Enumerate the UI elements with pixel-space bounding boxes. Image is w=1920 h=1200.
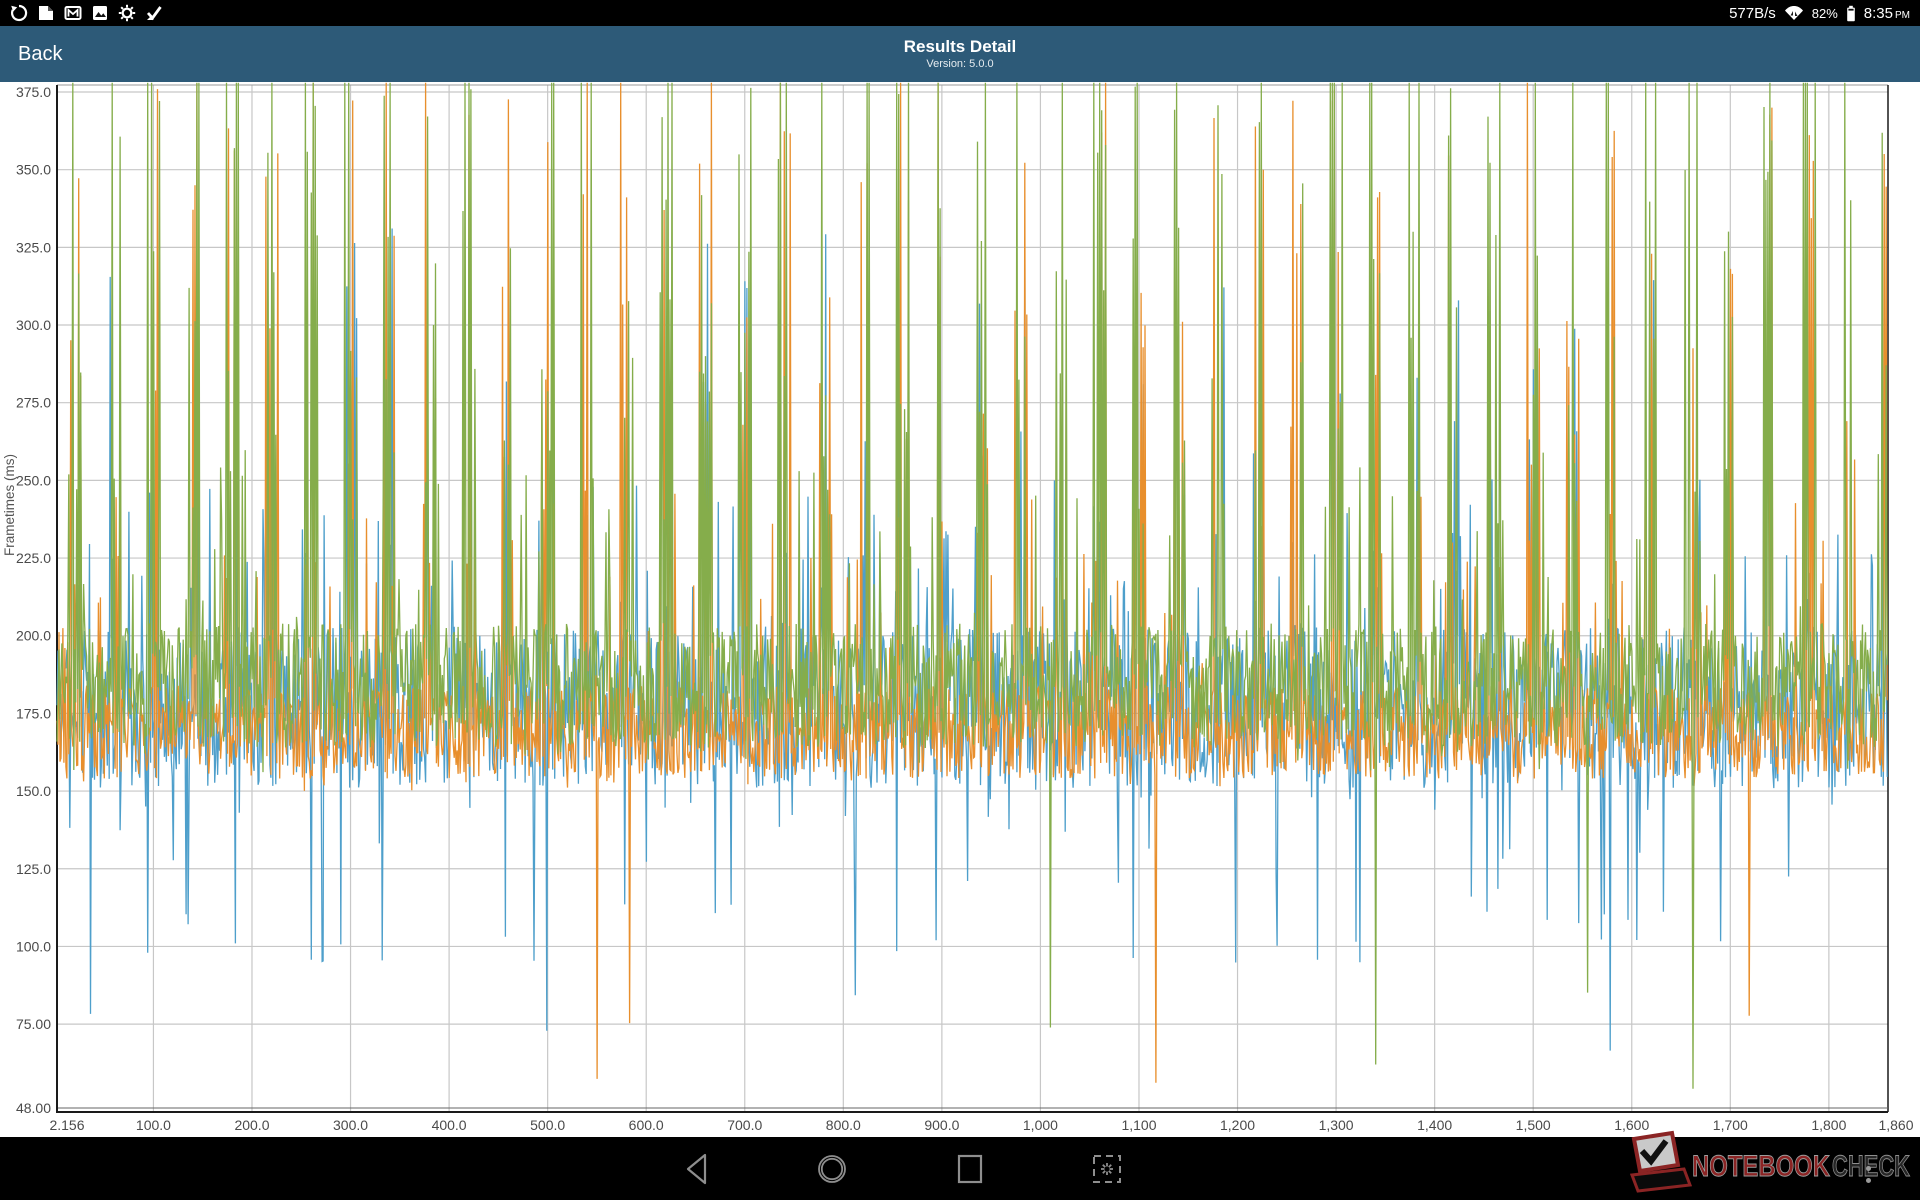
photo-icon [39, 6, 53, 20]
screenshot-nav-icon [1093, 1154, 1121, 1183]
notebookcheck-watermark: NOTEBOOK CHECK [1626, 1129, 1918, 1200]
svg-text:225.0: 225.0 [16, 550, 51, 566]
battery-percent: 82% [1811, 5, 1838, 21]
svg-text:1,800: 1,800 [1811, 1117, 1846, 1133]
sync-icon [11, 4, 28, 22]
svg-text:75.00: 75.00 [16, 1016, 51, 1032]
gear-icon [118, 4, 136, 22]
svg-text:1,300: 1,300 [1319, 1117, 1354, 1133]
svg-text:Frametimes (ms): Frametimes (ms) [2, 454, 17, 556]
status-bar: 577B/s 82% 8:35 PM [0, 0, 1920, 26]
svg-text:200.0: 200.0 [234, 1117, 269, 1133]
svg-text:1,400: 1,400 [1417, 1117, 1452, 1133]
svg-text:1,100: 1,100 [1121, 1117, 1156, 1133]
nav-bar [0, 1137, 1920, 1200]
back-nav-icon [686, 1153, 706, 1184]
page-title: Results Detail [903, 37, 1017, 56]
svg-text:2.156: 2.156 [49, 1117, 84, 1133]
svg-text:250.0: 250.0 [16, 472, 51, 488]
svg-text:350.0: 350.0 [16, 162, 51, 178]
back-button[interactable]: Back [18, 42, 63, 65]
series-run-green [56, 82, 1888, 1089]
svg-text:800.0: 800.0 [826, 1117, 861, 1133]
svg-text:175.0: 175.0 [16, 705, 51, 721]
notification-icons [10, 0, 163, 26]
network-speed: 577B/s [1729, 4, 1776, 22]
app-header: Back Results Detail Version: 5.0.0 [0, 26, 1920, 82]
back-nav-button[interactable] [662, 1137, 732, 1200]
svg-text:1,860: 1,860 [1878, 1117, 1913, 1133]
check-icon [146, 6, 162, 21]
svg-text:200.0: 200.0 [16, 628, 51, 644]
svg-text:375.0: 375.0 [16, 84, 51, 100]
overflow-menu-dots[interactable] [1866, 1166, 1871, 1190]
clock: 8:35 PM [1863, 4, 1910, 22]
image-icon [93, 6, 107, 20]
svg-text:100.0: 100.0 [136, 1117, 171, 1133]
svg-text:100.0: 100.0 [16, 938, 51, 954]
watermark-text-secondary: CHECK [1832, 1150, 1910, 1183]
svg-text:1,600: 1,600 [1614, 1117, 1649, 1133]
status-bar-right: 577B/s 82% 8:35 PM [1729, 5, 1910, 22]
watermark-text-primary: NOTEBOOK [1692, 1150, 1830, 1183]
frametimes-chart-svg: 375.0 350.0 325.0 300.0 275.0 250.0 225.0 200.0… [2, 82, 1914, 1137]
recents-nav-icon [957, 1154, 983, 1183]
header-title-block: Results Detail Version: 5.0.0 [0, 26, 1920, 82]
page-subtitle: Version: 5.0.0 [926, 58, 994, 70]
svg-text:600.0: 600.0 [629, 1117, 664, 1133]
svg-text:1,500: 1,500 [1516, 1117, 1551, 1133]
series-run-orange [56, 82, 1888, 1083]
gmail-icon [64, 6, 82, 20]
svg-text:1,700: 1,700 [1713, 1117, 1748, 1133]
home-nav-button[interactable] [797, 1137, 867, 1200]
svg-text:150.0: 150.0 [16, 783, 51, 799]
home-nav-icon [818, 1154, 846, 1183]
frametimes-chart: 375.0 350.0 325.0 300.0 275.0 250.0 225.0 200.0… [0, 82, 1920, 1137]
svg-text:700.0: 700.0 [727, 1117, 762, 1133]
notebookcheck-laptop-icon [1629, 1130, 1693, 1193]
screenshot-nav-button[interactable] [1072, 1137, 1142, 1200]
wifi-icon [1784, 6, 1803, 20]
battery-icon [1846, 5, 1855, 21]
svg-text:900.0: 900.0 [924, 1117, 959, 1133]
svg-text:Time (s): Time (s) [948, 1135, 997, 1137]
svg-text:48.00: 48.00 [16, 1100, 51, 1116]
recents-nav-button[interactable] [935, 1137, 1005, 1200]
svg-text:1,000: 1,000 [1023, 1117, 1058, 1133]
svg-text:125.0: 125.0 [16, 861, 51, 877]
svg-text:325.0: 325.0 [16, 239, 51, 255]
clock-period: PM [1895, 9, 1910, 21]
svg-text:1,200: 1,200 [1220, 1117, 1255, 1133]
svg-text:500.0: 500.0 [530, 1117, 565, 1133]
svg-text:275.0: 275.0 [16, 395, 51, 411]
svg-text:300.0: 300.0 [16, 317, 51, 333]
svg-text:300.0: 300.0 [333, 1117, 368, 1133]
svg-text:400.0: 400.0 [432, 1117, 467, 1133]
